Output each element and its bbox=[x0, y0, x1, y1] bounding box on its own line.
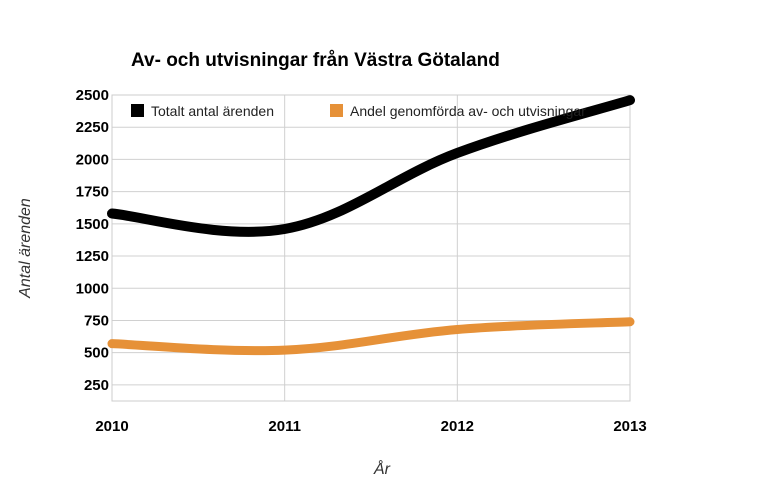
y-axis: 250 500 750 1000 1250 1500 1750 2000 2250 2500 bbox=[76, 87, 109, 394]
x-axis: 2010 2011 2012 2013 bbox=[95, 418, 646, 435]
y-tick-label: 1250 bbox=[76, 248, 109, 265]
legend-swatch-total bbox=[131, 104, 144, 117]
y-tick-label: 2250 bbox=[76, 119, 109, 136]
legend-label-total: Totalt antal ärenden bbox=[151, 103, 274, 119]
y-tick-label: 500 bbox=[84, 345, 109, 362]
x-axis-label: År bbox=[373, 459, 391, 478]
y-tick-label: 250 bbox=[84, 377, 109, 394]
y-tick-label: 1000 bbox=[76, 280, 109, 297]
y-tick-label: 2000 bbox=[76, 151, 109, 168]
gridlines bbox=[111, 94, 631, 401]
y-tick-label: 2500 bbox=[76, 87, 109, 104]
x-tick-label: 2012 bbox=[441, 418, 474, 435]
series-line-executed bbox=[107, 317, 635, 356]
plot-frame bbox=[111, 94, 631, 402]
y-tick-label: 1750 bbox=[76, 184, 109, 201]
legend-swatch-executed bbox=[330, 104, 343, 117]
x-tick-label: 2010 bbox=[95, 418, 128, 435]
legend: Totalt antal ärenden Andel genomförda av… bbox=[131, 103, 586, 119]
x-tick-label: 2011 bbox=[268, 418, 301, 435]
legend-label-executed: Andel genomförda av- och utvisningar bbox=[350, 103, 586, 119]
x-tick-label: 2013 bbox=[613, 418, 646, 435]
y-tick-label: 1500 bbox=[76, 216, 109, 233]
series-line-total bbox=[107, 95, 635, 237]
chart-title: Av- och utvisningar från Västra Götaland bbox=[131, 50, 500, 71]
y-axis-label: Antal ärenden bbox=[17, 198, 34, 299]
y-tick-label: 750 bbox=[84, 312, 109, 329]
series-lines bbox=[107, 95, 635, 356]
